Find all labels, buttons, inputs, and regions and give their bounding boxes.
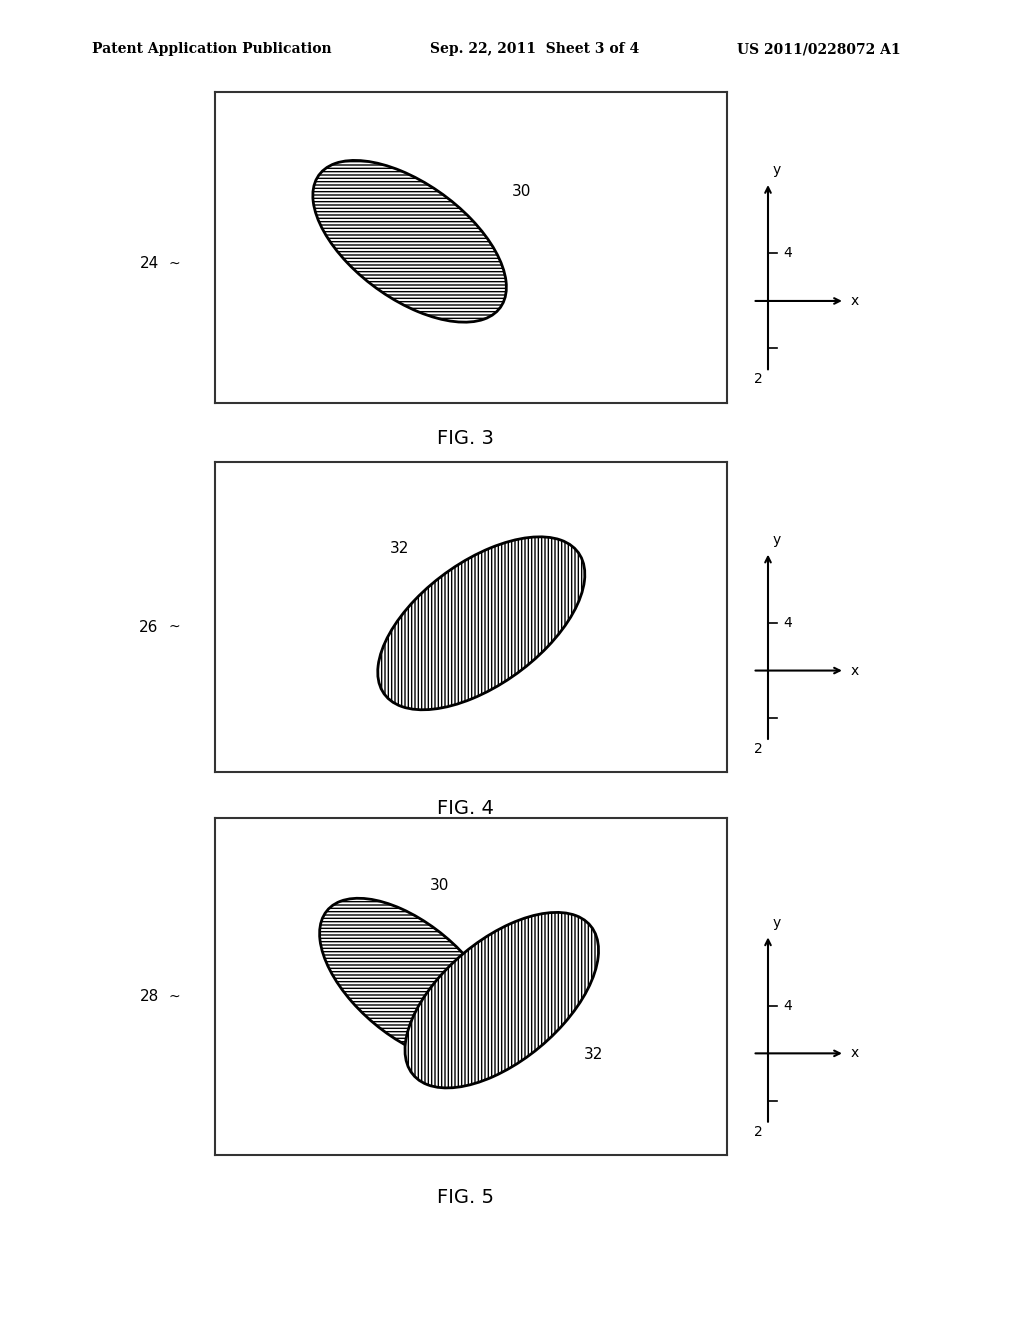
Text: x: x bbox=[851, 294, 859, 308]
Text: 28: 28 bbox=[139, 989, 159, 1005]
Ellipse shape bbox=[404, 912, 599, 1088]
Text: 2: 2 bbox=[755, 1125, 763, 1139]
Text: y: y bbox=[772, 164, 781, 177]
Ellipse shape bbox=[312, 161, 507, 322]
Text: ~: ~ bbox=[169, 990, 180, 1003]
Text: x: x bbox=[851, 1047, 859, 1060]
Text: 4: 4 bbox=[783, 247, 793, 260]
Text: ~: ~ bbox=[169, 257, 180, 271]
Text: 4: 4 bbox=[783, 616, 793, 630]
Text: 26: 26 bbox=[139, 619, 159, 635]
Text: 24: 24 bbox=[139, 256, 159, 272]
Text: 4: 4 bbox=[783, 999, 793, 1012]
Text: US 2011/0228072 A1: US 2011/0228072 A1 bbox=[737, 42, 901, 57]
Text: ~: ~ bbox=[169, 620, 180, 634]
Text: FIG. 5: FIG. 5 bbox=[437, 1188, 495, 1206]
Text: 2: 2 bbox=[755, 372, 763, 387]
Ellipse shape bbox=[378, 537, 585, 710]
Text: 30: 30 bbox=[512, 185, 531, 199]
Text: y: y bbox=[772, 533, 781, 546]
Text: Patent Application Publication: Patent Application Publication bbox=[92, 42, 332, 57]
Text: FIG. 4: FIG. 4 bbox=[437, 799, 495, 817]
Text: Sep. 22, 2011  Sheet 3 of 4: Sep. 22, 2011 Sheet 3 of 4 bbox=[430, 42, 639, 57]
Text: x: x bbox=[851, 664, 859, 677]
Text: y: y bbox=[772, 916, 781, 929]
Text: 30: 30 bbox=[430, 878, 450, 894]
Ellipse shape bbox=[319, 899, 500, 1061]
Text: FIG. 3: FIG. 3 bbox=[437, 429, 495, 447]
Text: 32: 32 bbox=[584, 1047, 603, 1061]
Text: 2: 2 bbox=[755, 742, 763, 756]
Text: 32: 32 bbox=[390, 541, 410, 556]
